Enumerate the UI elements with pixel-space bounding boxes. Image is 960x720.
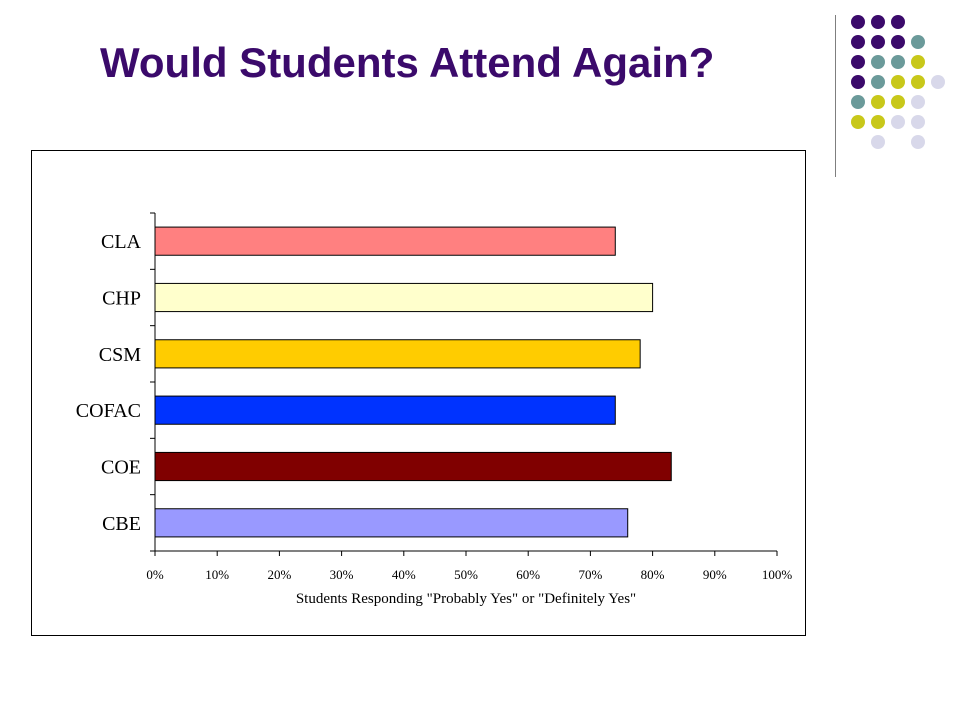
x-tick-label: 50% <box>454 567 478 582</box>
decorative-dot <box>851 115 865 129</box>
decorative-dot <box>871 75 885 89</box>
decorative-dot <box>871 35 885 49</box>
decorative-dot <box>891 35 905 49</box>
bar-coe <box>154 451 672 482</box>
x-tick-label: 40% <box>392 567 416 582</box>
decorative-dot <box>871 115 885 129</box>
decorative-dot <box>871 135 885 149</box>
slide-title: Would Students Attend Again? <box>100 39 715 86</box>
x-tick-label: 90% <box>703 567 727 582</box>
bar-chp <box>154 282 654 313</box>
chart-frame: 0% 10% 20% 30% 40% 50% 60% 70% 80% 90% 100% CLA CHP C… <box>31 150 806 636</box>
decorative-dot <box>871 55 885 69</box>
axes: 0% 10% 20% 30% 40% 50% 60% 70% 80% 90% 100% <box>146 212 793 582</box>
decorative-dot <box>911 135 925 149</box>
category-label: CBE <box>102 513 141 535</box>
bar-csm <box>154 339 641 369</box>
x-tick-label: 60% <box>516 567 540 582</box>
decorative-dot <box>911 115 925 129</box>
x-tick-label: 100% <box>762 567 793 582</box>
decorative-dot <box>891 115 905 129</box>
decorative-dot <box>891 55 905 69</box>
decorative-dot <box>891 15 905 29</box>
category-label: CSM <box>99 344 141 366</box>
bar-cofac <box>154 395 616 425</box>
bar-chart: 0% 10% 20% 30% 40% 50% 60% 70% 80% 90% 100% CLA CHP C… <box>76 212 793 607</box>
bar-cla <box>154 226 616 256</box>
decorative-dot-grid <box>851 15 945 149</box>
decorative-dot <box>911 55 925 69</box>
category-label: COE <box>101 457 141 479</box>
decorative-dot <box>911 75 925 89</box>
decorative-dot <box>871 95 885 109</box>
x-tick-label: 0% <box>146 567 164 582</box>
category-label: CHP <box>102 288 141 310</box>
decorative-dot <box>851 75 865 89</box>
bar-cbe <box>154 508 629 538</box>
x-tick-label: 30% <box>330 567 354 582</box>
decorative-dot <box>931 75 945 89</box>
category-label: COFAC <box>76 400 141 422</box>
decorative-dot <box>851 55 865 69</box>
x-tick-label: 80% <box>641 567 665 582</box>
decorative-dot <box>851 35 865 49</box>
decorative-dot <box>851 95 865 109</box>
x-tick-label: 70% <box>578 567 602 582</box>
x-axis-title: Students Responding "Probably Yes" or "D… <box>296 591 636 607</box>
decorative-dot <box>911 35 925 49</box>
decorative-dot <box>851 15 865 29</box>
x-tick-label: 20% <box>267 567 291 582</box>
decorative-divider <box>835 15 836 177</box>
decorative-dot <box>871 15 885 29</box>
category-label: CLA <box>101 231 142 253</box>
x-tick-label: 10% <box>205 567 229 582</box>
decorative-dot <box>891 75 905 89</box>
decorative-dot <box>891 95 905 109</box>
decorative-dot <box>911 95 925 109</box>
